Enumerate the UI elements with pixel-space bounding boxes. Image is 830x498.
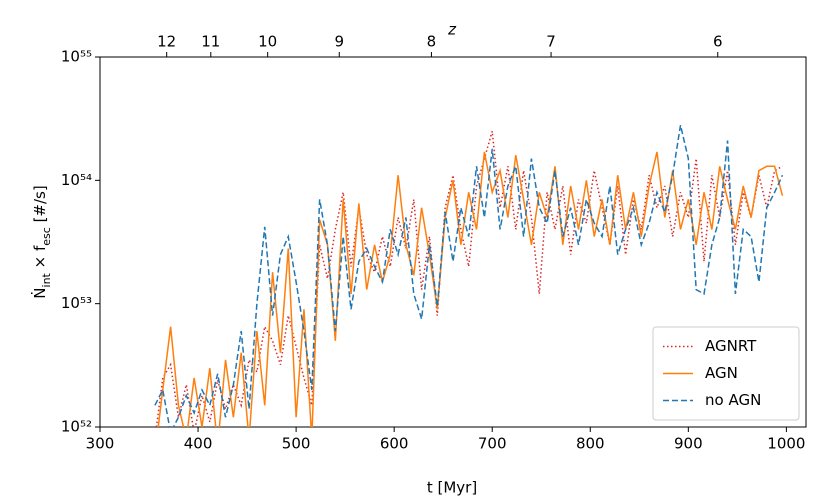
y-label-part: f [31,245,49,251]
legend-label: AGN [705,364,738,382]
series-line [154,125,784,427]
x-tick-label: 400 [184,435,213,453]
x-axis-label: t [Myr] [427,479,477,497]
y-label-part: Ṅ [30,287,49,298]
x-tick-label: 800 [576,435,605,453]
top-tick-label: 12 [157,33,176,51]
x-tick-label: 900 [674,435,703,453]
legend-label: no AGN [705,391,761,409]
y-tick-label: 10⁵³ [61,294,92,312]
y-label-part: [#/s] [31,185,49,227]
plot-area [154,125,784,427]
x-tick-label: 300 [86,435,115,453]
y-tick-label: 10⁵⁴ [61,171,92,189]
top-tick-label: 8 [427,33,437,51]
top-tick-label: 7 [546,33,556,51]
top-tick-label: 11 [201,33,220,51]
y-label-part: esc [40,227,53,246]
top-axis-label: z [447,21,457,39]
top-tick-label: 6 [713,33,723,51]
top-tick-label: 10 [258,33,277,51]
legend-label: AGNRT [705,337,757,355]
x-tick-label: 700 [478,435,507,453]
series-line [157,151,784,427]
x-tick-label: 1000 [767,435,805,453]
legend-box [652,326,800,421]
y-label-part: int [40,272,53,287]
y-label-part: × [31,251,49,273]
x-tick-label: 600 [380,435,409,453]
plot-frame [99,56,807,428]
x-tick-label: 500 [282,435,311,453]
top-tick-label: 9 [334,33,344,51]
y-axis-label: Ṅint × fesc [#/s] [30,185,53,298]
y-tick-label: 10⁵² [61,418,92,436]
y-tick-label: 10⁵⁵ [61,48,92,66]
